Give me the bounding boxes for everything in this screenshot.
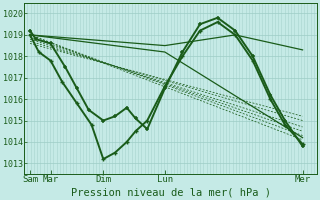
X-axis label: Pression niveau de la mer( hPa ): Pression niveau de la mer( hPa ) <box>71 187 271 197</box>
